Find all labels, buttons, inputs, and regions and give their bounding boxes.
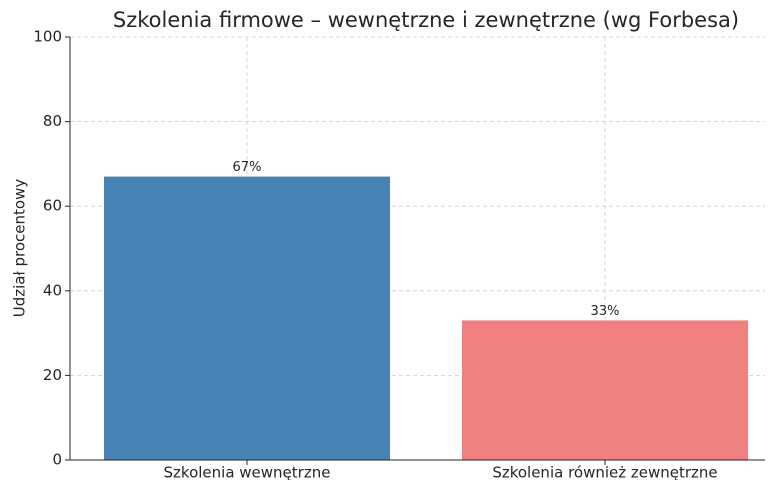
- y-tick-label: 20: [43, 366, 62, 384]
- value-label: 67%: [233, 160, 262, 175]
- y-tick-label: 40: [43, 281, 62, 299]
- value-label: 33%: [591, 304, 620, 319]
- y-tick-label: 100: [33, 28, 62, 46]
- y-axis-label: Udział procentowy: [11, 179, 29, 318]
- y-tick-label: 0: [52, 451, 62, 469]
- y-tick-label: 80: [43, 112, 62, 130]
- bar: [462, 320, 748, 460]
- y-tick-label: 60: [43, 197, 62, 215]
- x-tick-label: Szkolenia wewnętrzne: [164, 464, 331, 480]
- x-tick-label: Szkolenia również zewnętrzne: [492, 464, 717, 480]
- chart-title: Szkolenia firmowe – wewnętrzne i zewnętr…: [113, 8, 739, 32]
- bar: [104, 176, 390, 460]
